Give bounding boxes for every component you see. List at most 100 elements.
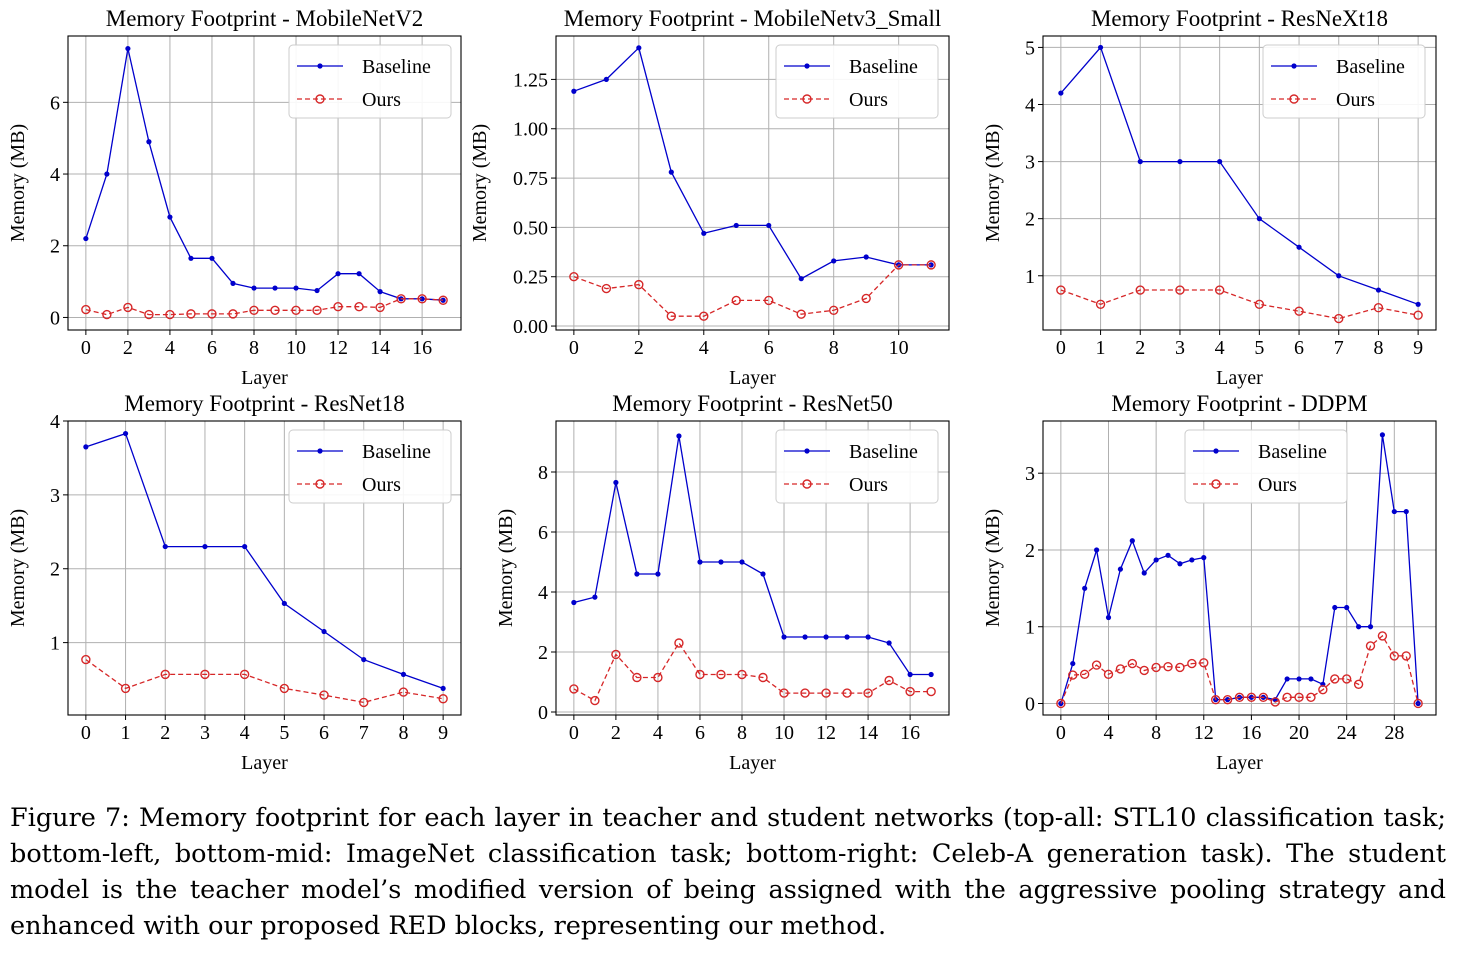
x-tick-label: 0 <box>569 722 579 744</box>
x-tick-label: 5 <box>1254 337 1264 359</box>
data-point-baseline <box>440 685 446 692</box>
data-point-ours <box>1115 664 1126 674</box>
data-point-ours <box>569 684 579 694</box>
legend-marker-baseline <box>317 63 323 69</box>
plot-frame <box>555 35 950 331</box>
data-point-baseline <box>202 543 208 550</box>
data-point-ours <box>186 309 196 319</box>
legend-marker-ours <box>315 479 325 489</box>
figure-grid: 0 2 4 6 8 10 12 14 16 0 2 4 6 Memory Footprint - Mobi… <box>7 6 1437 774</box>
data-point-ours <box>249 305 259 315</box>
data-point-baseline <box>928 671 934 678</box>
data-point-baseline <box>1336 273 1342 279</box>
data-point-ours <box>1334 313 1344 324</box>
data-point-ours <box>207 309 217 319</box>
legend-marker-baseline <box>804 448 810 454</box>
data-point-ours <box>1330 674 1340 684</box>
data-point-ours <box>1294 692 1304 703</box>
legend-label-ours: Ours <box>362 89 401 111</box>
x-tick-label: 6 <box>695 722 705 744</box>
x-tick-label: 14 <box>370 337 390 359</box>
data-point-ours <box>438 694 448 704</box>
x-tick-label: 9 <box>1413 337 1423 359</box>
data-point-ours <box>1254 299 1265 310</box>
series-line-ours <box>85 659 444 704</box>
data-point-baseline <box>1217 158 1223 165</box>
legend-label-baseline: Baseline <box>1336 56 1405 78</box>
data-point-baseline <box>718 559 724 565</box>
chart-title: Memory Footprint - DDPM <box>1111 391 1367 416</box>
data-point-ours <box>144 309 154 320</box>
data-point-ours <box>1413 698 1423 709</box>
data-point-ours <box>375 302 385 313</box>
data-point-baseline <box>162 543 168 550</box>
legend-label-ours: Ours <box>1336 89 1375 111</box>
x-tick-label: 0 <box>1056 722 1066 744</box>
y-tick-label: 1 <box>1025 266 1035 288</box>
data-point-baseline <box>697 559 703 565</box>
x-tick-label: 8 <box>1151 722 1161 744</box>
data-point-ours <box>165 309 175 320</box>
data-point-baseline <box>1344 604 1350 611</box>
legend-marker-baseline <box>804 63 810 69</box>
x-axis-label: Layer <box>1216 367 1263 389</box>
x-tick-label: 4 <box>165 337 175 359</box>
data-point-ours <box>1056 698 1066 709</box>
data-point-ours <box>1306 692 1316 703</box>
data-point-baseline <box>242 543 248 550</box>
x-tick-label: 3 <box>200 722 210 744</box>
data-point-ours <box>1234 692 1245 703</box>
data-point-ours <box>893 260 904 270</box>
data-point-ours <box>666 311 677 321</box>
y-tick-label: 2 <box>538 642 548 664</box>
data-point-baseline <box>1105 614 1112 621</box>
data-point-baseline <box>733 222 739 229</box>
data-point-ours <box>1318 684 1328 695</box>
data-point-baseline <box>400 671 407 677</box>
data-point-baseline <box>1201 555 1207 561</box>
y-axis-label: Memory (MB) <box>495 509 517 627</box>
x-tick-label: 8 <box>737 722 747 744</box>
data-point-baseline <box>907 671 913 678</box>
data-point-baseline <box>701 230 707 236</box>
data-point-ours <box>102 309 112 320</box>
y-tick-label: 0 <box>538 702 548 724</box>
legend-label-baseline: Baseline <box>849 441 918 463</box>
chart-panel-2: 0 2 4 6 8 10 0.00 0.25 0.50 0.75 1.00 1.25 Memory Fo… <box>469 6 950 389</box>
x-tick-label: 4 <box>1215 337 1225 359</box>
y-tick-label: 1 <box>50 633 60 655</box>
y-tick-label: 2 <box>50 236 60 258</box>
data-point-ours <box>601 283 612 294</box>
data-point-ours <box>1187 658 1197 669</box>
data-point-baseline <box>125 45 131 52</box>
data-point-baseline <box>1070 660 1076 667</box>
x-axis-label: Layer <box>729 367 776 389</box>
data-point-baseline <box>865 634 871 640</box>
data-point-baseline <box>886 640 892 646</box>
data-point-baseline <box>1153 557 1159 563</box>
x-axis-label: Layer <box>241 752 288 774</box>
y-tick-label: 4 <box>50 411 60 433</box>
data-point-baseline <box>1415 301 1421 307</box>
data-point-ours <box>1222 694 1233 705</box>
data-point-ours <box>200 669 210 680</box>
legend-box <box>775 429 939 504</box>
data-point-baseline <box>571 599 577 606</box>
data-point-baseline <box>592 594 598 600</box>
y-tick-label: 0.50 <box>513 217 548 239</box>
data-point-baseline <box>281 600 287 607</box>
data-point-ours <box>359 697 369 708</box>
data-point-baseline <box>613 479 619 486</box>
legend: Baseline Ours <box>288 44 452 119</box>
x-tick-label: 16 <box>412 337 432 359</box>
x-tick-label: 10 <box>889 337 909 359</box>
x-tick-label: 4 <box>240 722 250 744</box>
data-point-ours <box>653 672 663 683</box>
data-point-ours <box>1365 641 1376 651</box>
legend-box <box>1184 429 1348 504</box>
legend-box <box>288 429 452 504</box>
data-point-baseline <box>1129 538 1135 544</box>
data-point-ours <box>1079 669 1090 680</box>
